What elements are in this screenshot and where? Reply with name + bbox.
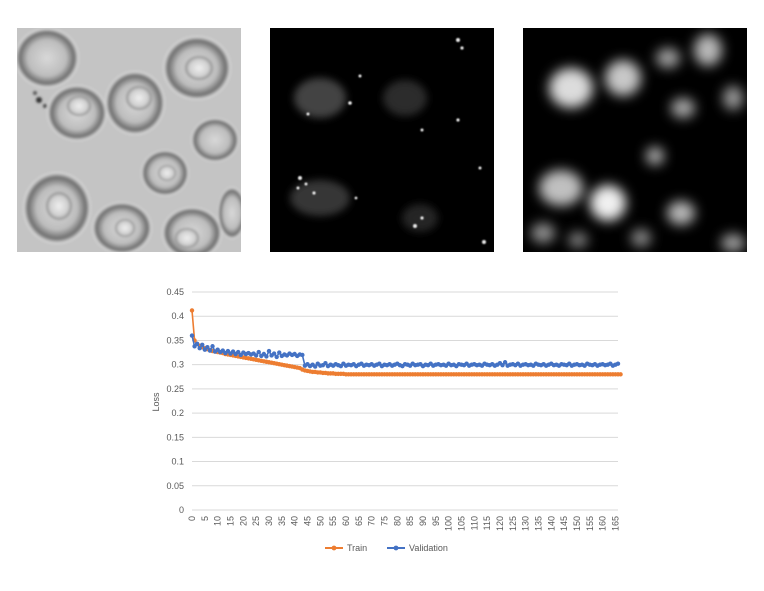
data-point xyxy=(312,364,318,369)
data-point xyxy=(210,344,215,349)
x-tick-label: 135 xyxy=(533,516,543,531)
y-tick-label: 0 xyxy=(179,505,184,515)
x-tick-label: 10 xyxy=(213,516,223,526)
x-tick-label: 60 xyxy=(341,516,351,526)
y-tick-label: 0.15 xyxy=(166,432,184,442)
data-point xyxy=(197,345,202,351)
loss-chart: 00.050.10.150.20.250.30.350.40.45 0 5 10 15… xyxy=(151,287,623,553)
data-point xyxy=(266,348,272,354)
y-axis-label: Loss xyxy=(151,392,161,412)
x-tick-label: 40 xyxy=(290,516,300,526)
legend-item: Validation xyxy=(387,543,448,553)
x-tick-label: 55 xyxy=(328,516,338,526)
x-tick-label: 145 xyxy=(559,516,569,531)
legend-label: Train xyxy=(347,543,367,553)
x-tick-label: 85 xyxy=(405,516,415,526)
x-tick-label: 150 xyxy=(572,516,582,531)
y-tick-label: 0.05 xyxy=(166,481,184,491)
legend-swatch-marker xyxy=(331,545,337,551)
y-tick-label: 0.1 xyxy=(171,457,184,467)
data-point xyxy=(300,352,305,358)
y-tick-label: 0.45 xyxy=(166,287,184,297)
x-tick-label: 140 xyxy=(546,516,556,531)
data-point xyxy=(194,341,200,347)
x-tick-label: 115 xyxy=(482,516,492,530)
x-tick-label: 5 xyxy=(200,516,210,521)
legend-item: Train xyxy=(325,543,367,553)
x-tick-label: 20 xyxy=(238,516,248,526)
y-tick-label: 0.2 xyxy=(171,408,184,418)
data-point xyxy=(618,372,623,377)
data-point xyxy=(189,308,195,313)
x-tick-label: 120 xyxy=(495,516,505,531)
x-tick-label: 25 xyxy=(251,516,261,526)
data-point xyxy=(271,351,277,356)
x-tick-label: 110 xyxy=(469,516,479,530)
data-point xyxy=(256,349,261,355)
data-point xyxy=(235,349,241,355)
data-point xyxy=(200,342,205,348)
data-point xyxy=(264,354,269,359)
data-point xyxy=(205,345,210,350)
series-train xyxy=(189,308,623,377)
x-tick-label: 75 xyxy=(379,516,389,526)
y-tick-label: 0.4 xyxy=(171,311,184,321)
y-tick-labels: 0 0.05 0.1 0.15 0.2 0.25 0.3 0.35 0.4 0.45 xyxy=(166,287,184,515)
series-layer xyxy=(189,308,623,377)
x-tick-label: 65 xyxy=(354,516,364,526)
x-tick-label: 90 xyxy=(418,516,428,526)
x-tick-label: 50 xyxy=(315,516,325,526)
data-point xyxy=(274,354,279,360)
x-tick-label: 160 xyxy=(598,516,608,531)
x-tick-label: 30 xyxy=(264,516,274,526)
fluorescence-sparse-image xyxy=(270,28,494,252)
data-point xyxy=(615,361,621,366)
data-point xyxy=(502,360,508,365)
y-tick-label: 0.35 xyxy=(166,335,184,345)
chart-gridlines xyxy=(192,291,618,511)
x-tick-label: 100 xyxy=(444,516,454,531)
x-tick-label: 95 xyxy=(431,516,441,526)
x-tick-label: 105 xyxy=(456,516,466,531)
y-tick-label: 0.25 xyxy=(166,384,184,394)
x-tick-label: 35 xyxy=(277,516,287,526)
data-point xyxy=(323,361,328,366)
x-tick-label: 80 xyxy=(392,516,402,526)
x-tick-label: 165 xyxy=(610,516,620,531)
data-point xyxy=(189,333,195,338)
x-tick-label: 125 xyxy=(508,516,518,531)
data-point xyxy=(500,362,505,368)
x-tick-label: 15 xyxy=(225,516,235,526)
x-tick-label: 155 xyxy=(585,516,595,531)
legend-swatch-marker xyxy=(393,545,399,551)
data-point xyxy=(207,348,213,353)
series-validation xyxy=(189,333,621,369)
data-point xyxy=(253,353,259,358)
fluorescence-blurred-image xyxy=(523,28,747,252)
brightfield-cell-image xyxy=(17,28,241,252)
x-tick-label: 70 xyxy=(367,516,377,526)
data-point xyxy=(277,350,282,355)
x-tick-label: 45 xyxy=(302,516,312,526)
legend: Train Validation xyxy=(325,543,448,553)
x-tick-labels: 0 5 10 15 20 25 30 35 40 45 50 55 60 65 70 75 80 85 90 95 10… xyxy=(187,516,620,531)
legend-label: Validation xyxy=(409,543,448,553)
y-tick-label: 0.3 xyxy=(171,360,184,370)
x-tick-label: 130 xyxy=(521,516,531,531)
x-tick-label: 0 xyxy=(187,516,197,521)
